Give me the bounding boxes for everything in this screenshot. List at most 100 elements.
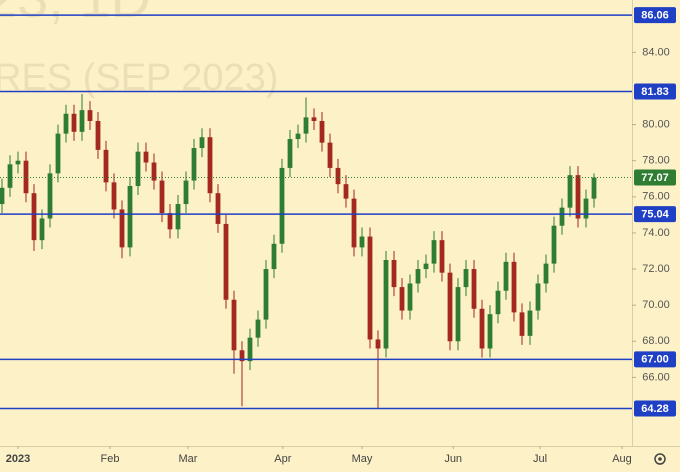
y-tick-label: 72.00 [642,263,670,275]
candle-body [447,272,453,342]
y-tick-label: 68.00 [642,335,670,347]
candle-body [47,173,53,219]
x-tick-label: Jun [444,453,462,465]
x-tick-label: Feb [101,453,120,465]
candle-body [519,312,525,336]
y-tick-label: 70.00 [642,299,670,311]
candle-body [0,187,5,205]
candle-body [383,260,389,349]
candle-body [567,175,573,208]
gear-center[interactable] [658,457,662,461]
candle-body [55,133,61,174]
settings-icon[interactable] [654,453,666,465]
candle-body [31,193,37,241]
candle-body [111,182,117,210]
candle-body [143,151,149,163]
candle-body [543,263,549,284]
candle-body [359,236,365,248]
candle-body [351,198,357,248]
candle-body [247,337,253,362]
candle-body [583,198,589,219]
candle-body [487,314,493,349]
candle-body [63,113,69,134]
candle-body [39,218,45,241]
candle-body [335,167,341,185]
candle-body [471,269,477,309]
candle-body [103,149,109,183]
candle-body [575,175,581,219]
candle-body [535,283,541,311]
x-tick-label: Jul [533,453,547,465]
level-label: 75.04 [641,209,669,221]
candle-body [183,180,189,205]
level-label: 64.28 [641,403,669,415]
y-tick-label: 76.00 [642,191,670,203]
candle-body [79,110,85,132]
candle-body [255,319,261,338]
candle-body [159,180,165,214]
y-tick-label: 66.00 [642,371,670,383]
level-label-box [634,351,676,368]
candle-body [591,177,597,199]
candle-body [463,269,469,288]
y-tick-label: 80.00 [642,118,670,130]
candle-body [7,164,13,188]
y-tick-label: 84.00 [642,46,670,58]
candle-body [167,213,173,230]
candle-body [271,243,277,270]
candle-body [23,160,29,194]
candle-body [215,193,221,224]
candle-body [191,148,197,181]
candle-body [239,350,245,362]
candle-body [295,133,301,140]
x-tick-label: Apr [274,453,291,465]
y-tick-label: 74.00 [642,227,670,239]
candle-body [223,223,229,300]
level-label-box [634,206,676,223]
candle-body [303,117,309,134]
last-price-box [634,169,676,186]
watermark: 23, 1D [0,0,151,29]
candle-body [127,185,133,248]
gear[interactable] [654,453,666,465]
candle-body [263,269,269,320]
candle-body [455,287,461,342]
level-label: 81.83 [641,86,669,98]
candle-body [135,151,141,186]
candle-body [551,225,557,264]
candle-body [199,137,205,149]
level-label-box [634,83,676,100]
x-tick-label: Mar [179,453,198,465]
level-label: 67.00 [641,354,669,366]
candle-body [327,142,333,168]
candle-body [399,287,405,311]
y-tick-label: 78.00 [642,155,670,167]
candle-body [431,240,437,264]
candle-body [495,290,501,315]
candle-body [319,120,325,143]
candle-body [311,117,317,121]
candle-body [407,283,413,311]
x-tick-label: May [352,453,373,465]
candle-body [343,184,349,199]
candle-body [415,269,421,284]
candle-body [287,139,293,168]
candle-body [207,137,213,194]
watermark: RES (SEP 2023) [0,57,278,99]
candle-body [119,209,125,248]
candle-body [71,113,77,132]
last-price-label: 77.07 [641,172,669,184]
candle-body [175,204,181,230]
level-label-box [634,400,676,417]
candle-body [375,339,381,349]
candle-body [279,167,285,244]
candle-body [87,110,93,121]
candle-body [231,299,237,351]
x-tick-label: Aug [612,453,632,465]
candle-body [559,207,565,226]
candle-body [367,236,373,340]
candle-body [15,160,21,165]
candle-body [439,240,445,273]
candle-body [423,263,429,270]
